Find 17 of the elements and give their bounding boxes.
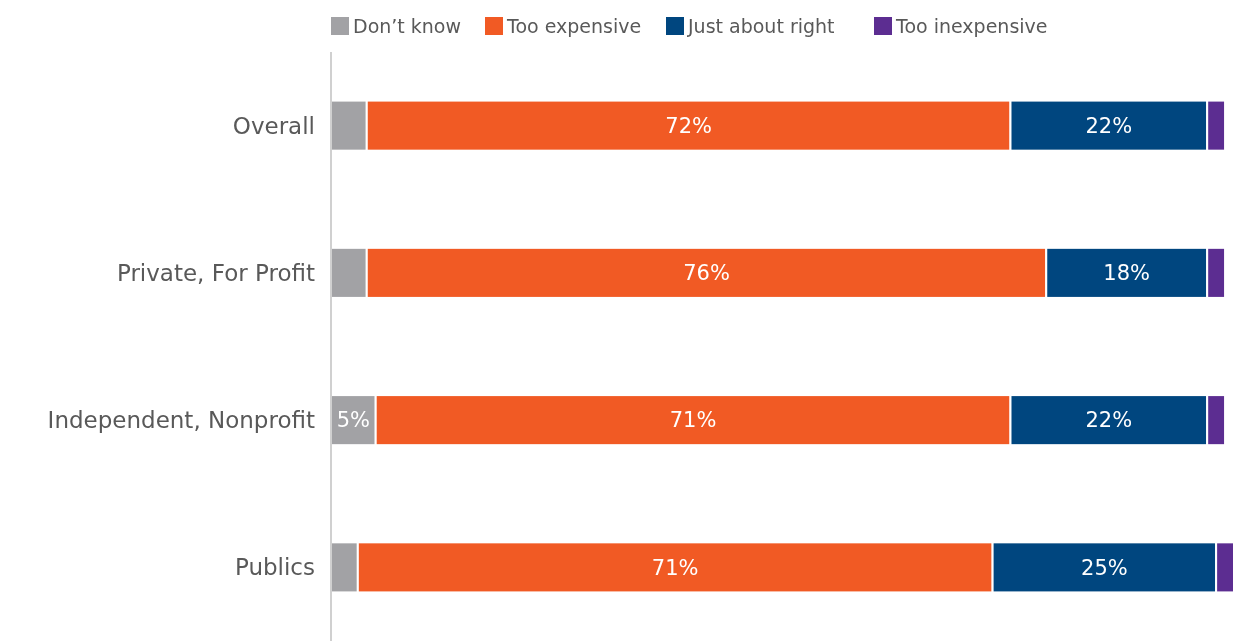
data-label: 71% <box>669 408 717 433</box>
legend-label: Too inexpensive <box>895 14 1048 37</box>
data-label: 76% <box>683 261 730 286</box>
data-label: 18% <box>1103 261 1151 286</box>
data-label: 22% <box>1085 408 1133 433</box>
data-label: 71% <box>651 555 699 580</box>
y-tick-label: Publics <box>234 554 315 581</box>
y-tick-label: Independent, Nonprofit <box>47 407 315 434</box>
data-label: 22% <box>1085 113 1133 138</box>
data-label: 72% <box>665 113 712 138</box>
legend-label: Don’t know <box>353 14 462 37</box>
data-label: 5% <box>336 408 371 433</box>
legend-label: Too expensive <box>506 14 642 37</box>
y-tick-label: Overall <box>232 112 315 139</box>
legend-label: Just about right <box>687 14 835 37</box>
y-tick-label: Private, For Profit <box>116 259 315 286</box>
data-label: 25% <box>1081 555 1128 580</box>
